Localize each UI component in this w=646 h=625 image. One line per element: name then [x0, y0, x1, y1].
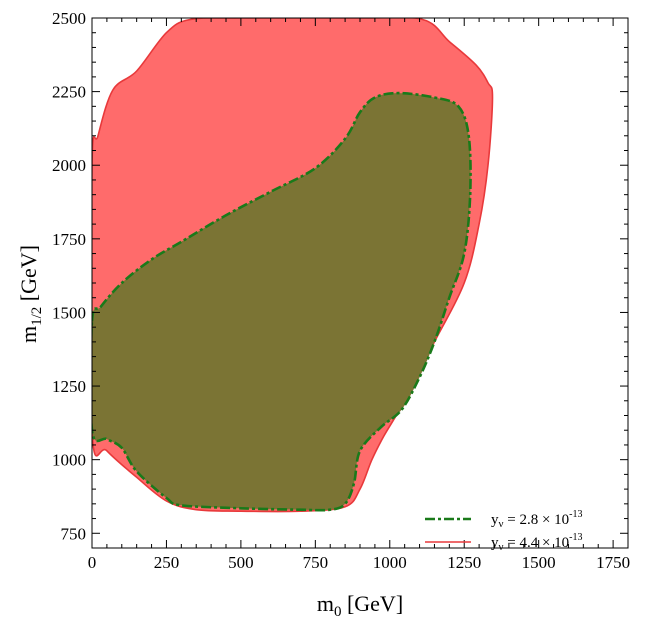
- y-axis-title: m1/2 [GeV]: [16, 245, 45, 343]
- y-tick-label: 750: [61, 524, 87, 543]
- x-axis-title-unit: [GeV]: [341, 591, 403, 616]
- y-tick-label: 1000: [52, 451, 86, 470]
- x-tick-label: 250: [154, 553, 180, 572]
- legend-label-series-1-rest: = 4.4 × 10: [503, 535, 569, 551]
- x-tick-label: 1750: [596, 553, 630, 572]
- legend-label-series-0-sup: -13: [569, 509, 582, 520]
- legend-label-series-1: yν = 4.4 × 10-13: [491, 532, 583, 553]
- ticks: [91, 17, 629, 549]
- region-series-1: [92, 91, 472, 512]
- y-axis-title-unit: [GeV]: [16, 245, 41, 307]
- y-axis-title-sub: 1/2: [29, 307, 45, 326]
- x-tick-label: 1250: [447, 553, 481, 572]
- legend-label-series-1-sub: ν: [499, 541, 504, 553]
- legend-label-series-0: yν = 2.8 × 10-13: [491, 509, 583, 530]
- tick-labels: 0 250 500 750 1000 1250 1500 1750 750 1000 1250 150…: [52, 9, 630, 572]
- legend-label-series-0-main: y: [491, 512, 499, 528]
- y-tick-label: 2000: [52, 156, 86, 175]
- x-axis-title-main: m: [317, 591, 334, 616]
- x-tick-label: 1000: [373, 553, 407, 572]
- y-tick-label: 2500: [52, 9, 86, 28]
- y-tick-label: 1500: [52, 303, 86, 322]
- y-axis-title-main: m: [16, 326, 41, 343]
- x-axis-title: m0 [GeV]: [317, 591, 403, 620]
- x-tick-label: 1500: [522, 553, 556, 572]
- legend-label-series-1-sup: -13: [569, 532, 582, 543]
- legend-label-series-0-sub: ν: [499, 518, 504, 530]
- y-tick-label: 1250: [52, 377, 86, 396]
- legend-label-series-1-main: y: [491, 535, 499, 551]
- y-tick-label: 2250: [52, 83, 86, 102]
- x-axis-title-sub: 0: [334, 604, 342, 620]
- legend: yν = 2.8 × 10-13 yν = 4.4 × 10-13: [425, 509, 583, 553]
- x-tick-label: 500: [228, 553, 254, 572]
- x-tick-label: 0: [88, 553, 97, 572]
- x-tick-label: 750: [303, 553, 329, 572]
- legend-label-series-0-rest: = 2.8 × 10: [503, 512, 569, 528]
- regions: [92, 18, 494, 513]
- y-tick-label: 1750: [52, 230, 86, 249]
